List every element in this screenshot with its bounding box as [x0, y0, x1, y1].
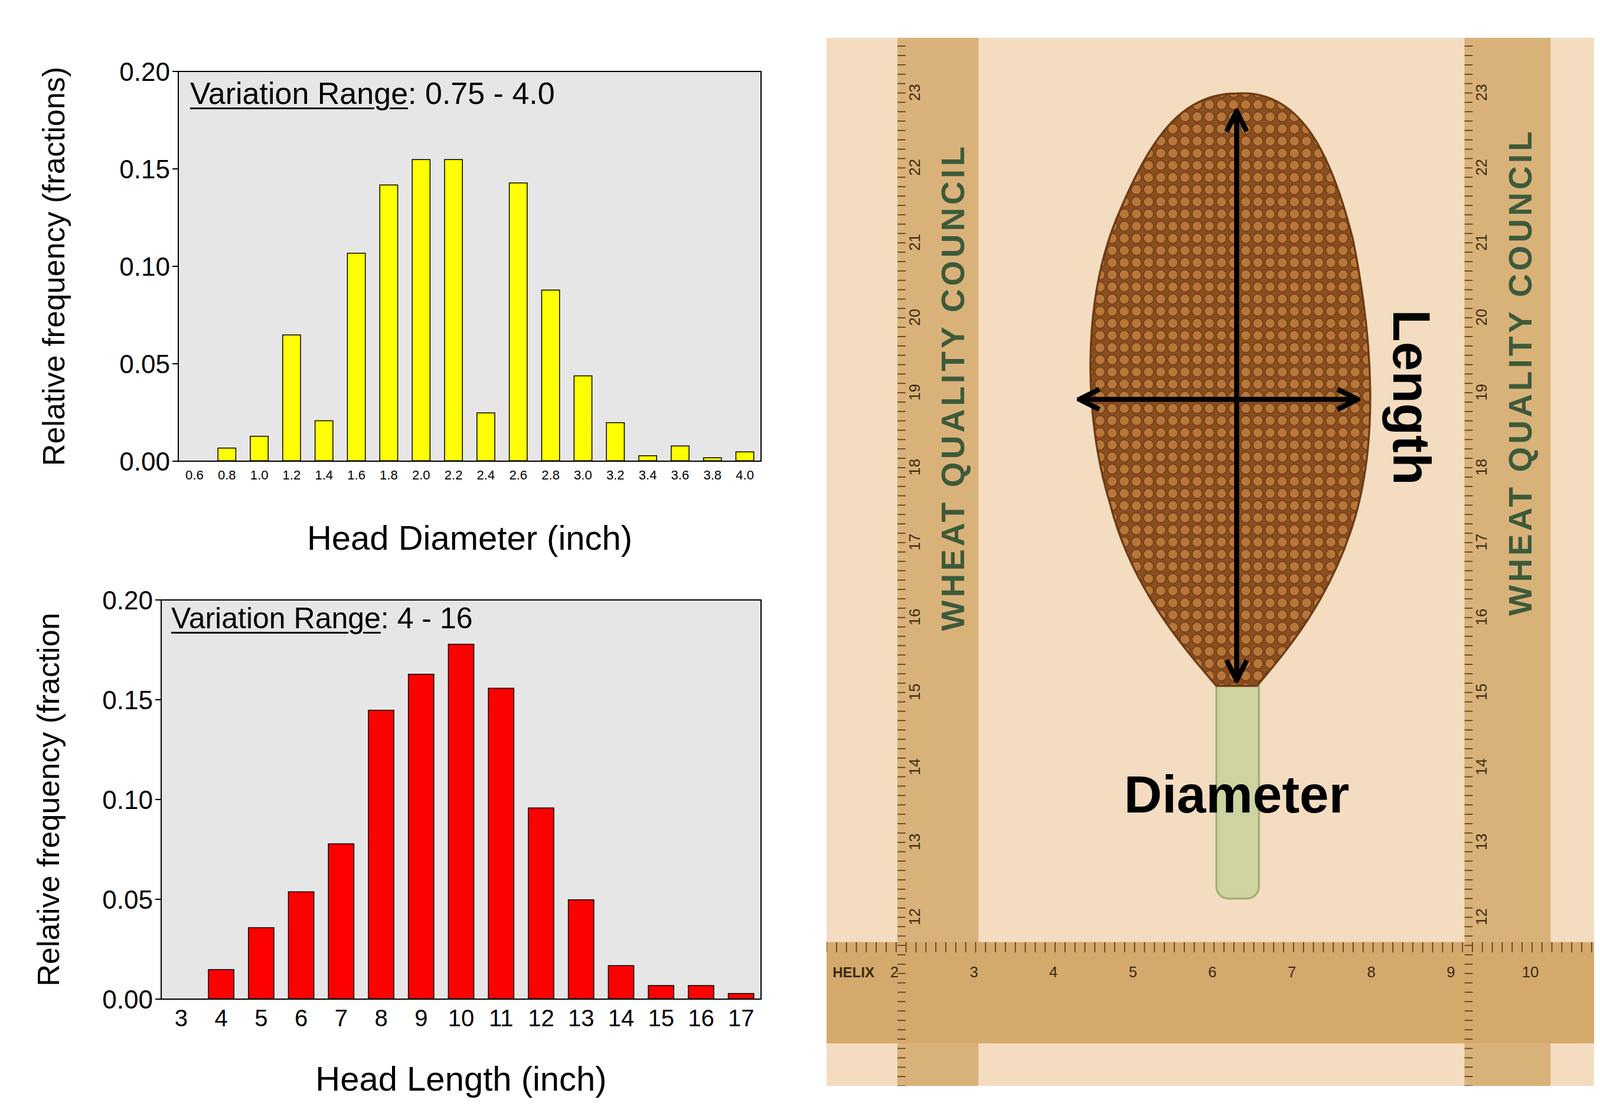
svg-text:4: 4 — [214, 1004, 228, 1031]
svg-text:WHEAT QUALITY COUNCIL: WHEAT QUALITY COUNCIL — [1501, 128, 1539, 616]
svg-text:Relative frequency (fraction: Relative frequency (fraction — [31, 612, 66, 987]
svg-text:20: 20 — [906, 308, 923, 326]
svg-text:17: 17 — [727, 1004, 755, 1031]
svg-text:16: 16 — [906, 608, 923, 626]
svg-text:Diameter: Diameter — [1124, 764, 1350, 824]
svg-text:14: 14 — [1473, 758, 1490, 776]
svg-text:HELIX: HELIX — [832, 964, 875, 981]
svg-text:2: 2 — [890, 963, 899, 981]
svg-text:19: 19 — [1473, 383, 1490, 401]
svg-text:3.0: 3.0 — [573, 467, 593, 483]
svg-text:0.05: 0.05 — [102, 885, 153, 914]
svg-text:15: 15 — [906, 683, 923, 701]
svg-text:7: 7 — [1287, 963, 1296, 981]
svg-text:17: 17 — [1473, 533, 1490, 551]
svg-text:4.0: 4.0 — [735, 467, 754, 483]
html-text:Variation Range: 0.75 - 4.0: Variation Range: 0.75 - 4.0 — [190, 76, 555, 111]
svg-text:21: 21 — [906, 233, 923, 251]
svg-text:13: 13 — [1473, 833, 1490, 851]
svg-text:20: 20 — [1473, 308, 1490, 326]
svg-text:8: 8 — [374, 1004, 388, 1031]
svg-text:0.20: 0.20 — [102, 585, 153, 615]
svg-text:Length: Length — [1382, 309, 1442, 485]
svg-text:13: 13 — [906, 833, 923, 851]
svg-text:1.0: 1.0 — [250, 467, 269, 483]
svg-text:2.8: 2.8 — [541, 467, 560, 483]
svg-text:3.2: 3.2 — [606, 467, 625, 483]
svg-text:3: 3 — [174, 1004, 188, 1031]
svg-text:0.15: 0.15 — [102, 685, 153, 715]
svg-text:3.6: 3.6 — [671, 467, 690, 483]
svg-text:0.10: 0.10 — [102, 785, 153, 815]
svg-text:2.4: 2.4 — [477, 467, 496, 483]
svg-text:21: 21 — [1473, 233, 1490, 251]
svg-text:6: 6 — [1207, 963, 1217, 981]
svg-text:6: 6 — [294, 1004, 308, 1031]
svg-text:0.8: 0.8 — [217, 467, 237, 483]
svg-text:1.2: 1.2 — [282, 467, 302, 483]
svg-text:0.00: 0.00 — [119, 446, 171, 476]
html-text:Variation Range: 4 - 16: Variation Range: 4 - 16 — [171, 601, 473, 635]
svg-text:3.4: 3.4 — [638, 467, 658, 483]
svg-text:1.4: 1.4 — [314, 467, 333, 483]
svg-text:9: 9 — [1446, 963, 1455, 981]
svg-text:14: 14 — [906, 758, 923, 776]
svg-text:3: 3 — [969, 963, 978, 981]
svg-text:7: 7 — [334, 1004, 348, 1031]
svg-text:3.8: 3.8 — [703, 467, 722, 483]
svg-text:10: 10 — [448, 1004, 475, 1031]
svg-text:23: 23 — [906, 83, 923, 101]
svg-text:0.6: 0.6 — [185, 467, 204, 483]
svg-text:12: 12 — [906, 908, 923, 926]
svg-text:22: 22 — [906, 158, 923, 176]
svg-text:0.20: 0.20 — [119, 57, 171, 87]
svg-text:18: 18 — [906, 458, 923, 476]
svg-text:0.05: 0.05 — [119, 349, 171, 379]
svg-text:2.2: 2.2 — [444, 467, 463, 483]
svg-text:5: 5 — [1128, 963, 1138, 981]
svg-text:1.8: 1.8 — [379, 467, 398, 483]
svg-text:9: 9 — [414, 1004, 428, 1031]
svg-text:16: 16 — [687, 1004, 715, 1031]
svg-text:Head Diameter (inch): Head Diameter (inch) — [307, 518, 633, 557]
svg-text:2.6: 2.6 — [508, 467, 528, 483]
svg-text:Head Length (inch): Head Length (inch) — [315, 1059, 607, 1098]
svg-text:15: 15 — [647, 1004, 675, 1031]
svg-text:4: 4 — [1049, 963, 1058, 981]
svg-text:14: 14 — [608, 1004, 635, 1031]
svg-text:12: 12 — [1473, 908, 1490, 926]
svg-text:0.00: 0.00 — [102, 984, 153, 1014]
svg-text:1.6: 1.6 — [347, 467, 366, 483]
svg-text:22: 22 — [1473, 158, 1490, 176]
svg-text:0.15: 0.15 — [119, 154, 171, 184]
svg-text:2.0: 2.0 — [412, 467, 431, 483]
svg-text:12: 12 — [527, 1004, 555, 1031]
svg-text:WHEAT QUALITY COUNCIL: WHEAT QUALITY COUNCIL — [934, 143, 972, 631]
svg-text:16: 16 — [1473, 608, 1490, 626]
svg-text:23: 23 — [1473, 83, 1490, 101]
svg-text:0.10: 0.10 — [119, 252, 171, 282]
svg-text:11: 11 — [488, 1004, 514, 1031]
svg-text:18: 18 — [1473, 458, 1490, 476]
svg-text:17: 17 — [906, 533, 923, 551]
svg-text:13: 13 — [567, 1004, 595, 1031]
svg-text:Relative frequency (fractions): Relative frequency (fractions) — [36, 66, 71, 466]
svg-text:8: 8 — [1367, 963, 1376, 981]
svg-text:15: 15 — [1473, 683, 1490, 701]
svg-text:5: 5 — [254, 1004, 268, 1031]
svg-text:10: 10 — [1522, 963, 1540, 981]
svg-text:19: 19 — [906, 383, 923, 401]
